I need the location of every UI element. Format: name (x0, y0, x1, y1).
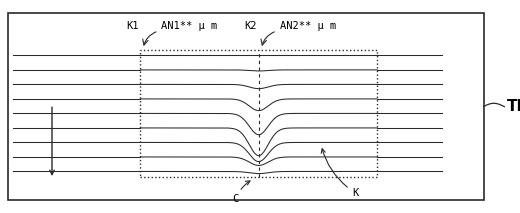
Text: K2: K2 (244, 21, 257, 31)
Text: K: K (321, 149, 359, 198)
Text: TM: TM (507, 99, 520, 114)
Text: C: C (233, 181, 250, 204)
Bar (140, 50, 377, 177)
Text: AN2** μ m: AN2** μ m (280, 21, 336, 31)
Text: K1: K1 (126, 21, 139, 31)
Bar (8, 13, 484, 200)
Text: AN1** μ m: AN1** μ m (161, 21, 217, 31)
